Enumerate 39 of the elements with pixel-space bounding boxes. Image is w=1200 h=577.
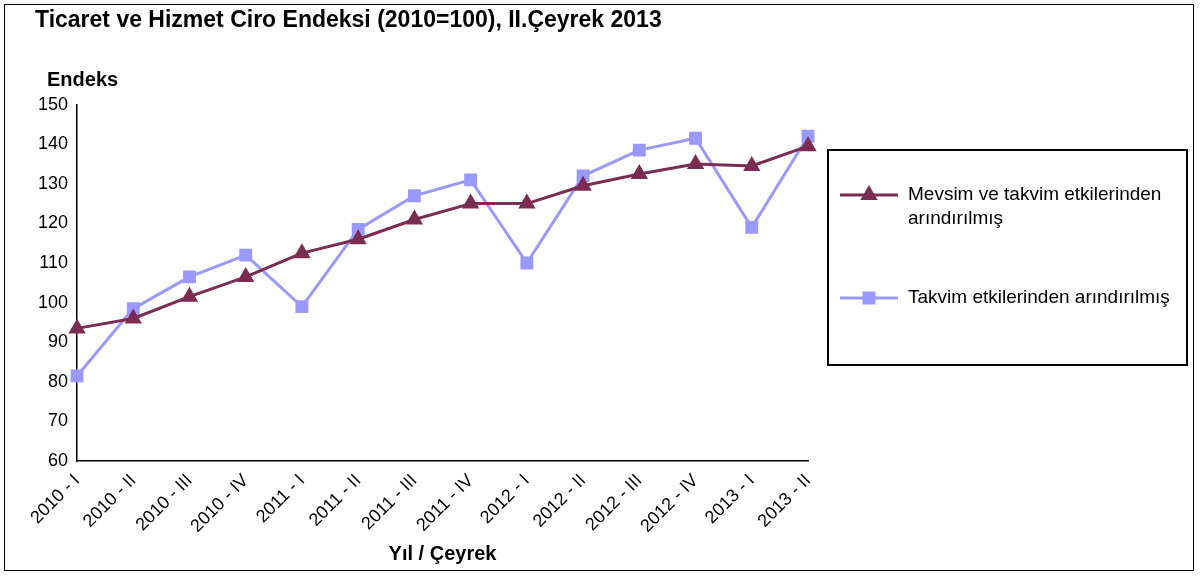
point [183, 270, 196, 284]
point [407, 189, 421, 203]
y-tick-label: 140 [37, 133, 69, 154]
y-tick-label: 150 [37, 93, 69, 114]
point [745, 220, 759, 234]
point [125, 309, 141, 324]
y-axis-title: Endeks [47, 68, 119, 91]
point [238, 268, 254, 282]
y-tick-label: 130 [37, 172, 69, 193]
y-tick-label: 70 [48, 410, 69, 431]
chart-title: Ticaret ve Hizmet Ciro Endeksi (2010=100), II.Çeyrek 2013 [35, 6, 662, 33]
point [520, 256, 534, 270]
y-tick-label: 110 [39, 252, 69, 272]
legend-label: Mevsim ve takvim etkilerinden arındırılmış [908, 183, 1162, 229]
y-tick-label: 80 [48, 370, 69, 391]
point [239, 248, 253, 262]
point [687, 155, 704, 170]
point [689, 131, 702, 145]
point [69, 319, 85, 334]
point [575, 177, 591, 191]
point [464, 173, 478, 187]
y-tick-label: 60 [48, 450, 69, 471]
point [519, 195, 535, 209]
point [463, 195, 479, 209]
point [295, 300, 309, 314]
point [631, 165, 647, 179]
y-tick-label: 120 [37, 212, 69, 233]
point [744, 157, 760, 171]
point [800, 137, 816, 152]
point [181, 288, 198, 302]
point [70, 369, 84, 383]
legend-label: Takvim etkilerinden arındırılmış [908, 286, 1170, 308]
point [350, 230, 366, 245]
point [632, 143, 646, 157]
y-tick-label: 90 [48, 331, 69, 352]
y-tick-label: 100 [37, 291, 69, 312]
point [406, 210, 422, 225]
x-axis-title: Yıl / Çeyrek [388, 541, 498, 564]
point [294, 244, 310, 259]
